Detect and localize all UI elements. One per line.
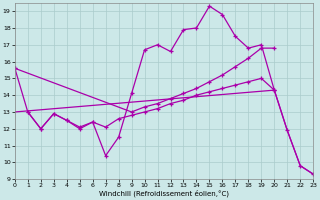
X-axis label: Windchill (Refroidissement éolien,°C): Windchill (Refroidissement éolien,°C): [99, 190, 229, 197]
